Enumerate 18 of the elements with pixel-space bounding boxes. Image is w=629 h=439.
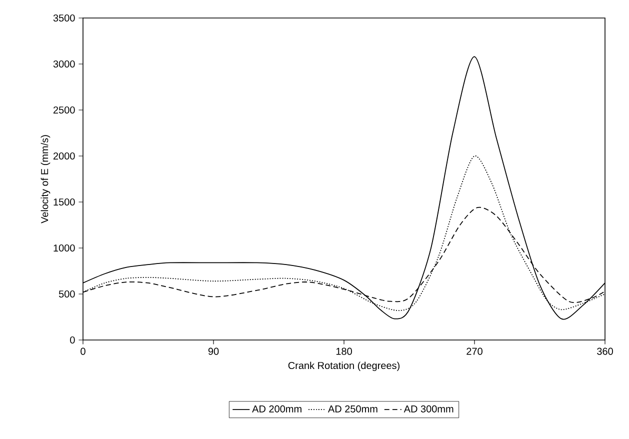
- y-tick-label: 1500: [54, 198, 75, 206]
- legend-label: AD 200mm: [252, 405, 302, 412]
- y-tick-label: 2500: [53, 106, 75, 114]
- x-tick-label: 0: [80, 348, 86, 355]
- x-tick-label: 270: [466, 348, 482, 355]
- y-tick-label: 1000: [54, 244, 75, 252]
- x-axis-title: Crank Rotation (degrees): [288, 362, 400, 372]
- legend-label: AD 300mm: [404, 405, 454, 412]
- x-tick-label: 360: [597, 348, 613, 355]
- y-tick-label: 2000: [53, 152, 75, 160]
- y-tick-label: 3500: [53, 14, 75, 22]
- y-tick-label: 0: [70, 336, 75, 344]
- legend-label: AD 250mm: [328, 405, 378, 412]
- y-axis-title: Velocity of E (mm/s): [40, 135, 50, 224]
- y-tick-label: 3000: [53, 60, 75, 68]
- x-tick-label: 180: [336, 348, 352, 355]
- x-tick-label: 90: [208, 348, 219, 355]
- y-tick-label: 500: [58, 290, 75, 298]
